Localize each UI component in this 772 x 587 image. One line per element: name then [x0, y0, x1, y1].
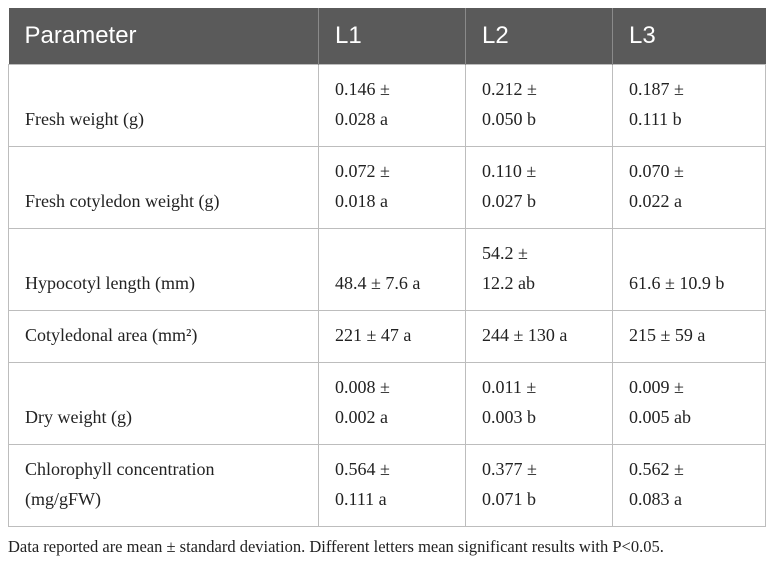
header-row: Parameter L1 L2 L3 — [8, 8, 766, 65]
cell-line: Fresh cotyledon weight (g) — [25, 191, 220, 211]
cell-line: 0.187 ± — [629, 79, 684, 99]
value-cell: 48.4 ± 7.6 a — [318, 228, 466, 311]
row-label: Fresh cotyledon weight (g) — [8, 146, 319, 229]
value-cell: 0.377 ± 0.071 b — [465, 444, 613, 527]
cell-line: (mg/gFW) — [25, 489, 101, 509]
cell-line: 0.022 a — [629, 191, 682, 211]
footnote: Data reported are mean ± standard deviat… — [8, 537, 664, 556]
row-label: Cotyledonal area (mm²) — [8, 310, 319, 363]
value-cell: 244 ± 130 a — [465, 310, 613, 363]
cell-line: 0.083 a — [629, 489, 682, 509]
cell-line: 0.070 ± — [629, 161, 684, 181]
cell-line: 0.002 a — [335, 407, 388, 427]
cell-line: 0.212 ± — [482, 79, 537, 99]
value-cell: 0.008 ± 0.002 a — [318, 362, 466, 445]
value-cell: 61.6 ± 10.9 b — [612, 228, 766, 311]
cell-line: 0.028 a — [335, 109, 388, 129]
value-cell: 0.564 ± 0.111 a — [318, 444, 466, 527]
data-table: Parameter L1 L2 L3 Fresh weight (g) 0.146 ±0… — [8, 8, 766, 527]
value-cell: 0.110 ± 0.027 b — [465, 146, 613, 229]
header-cell: L3 — [612, 8, 766, 65]
table-row: Cotyledonal area (mm²) 221 ± 47 a 244 ± 13… — [8, 310, 766, 363]
cell-line: 0.562 ± — [629, 459, 684, 479]
table-row: Hypocotyl length (mm) 48.4 ± 7.6 a 54.2 ± 1… — [8, 228, 766, 311]
row-label: Hypocotyl length (mm) — [8, 228, 319, 311]
value-cell: 54.2 ± 12.2 ab — [465, 228, 613, 311]
value-cell: 215 ± 59 a — [612, 310, 766, 363]
cell-line: 0.111 a — [335, 489, 387, 509]
value-cell: 0.072 ± 0.018 a — [318, 146, 466, 229]
cell-line: 54.2 ± — [482, 243, 528, 263]
table-row: Dry weight (g) 0.008 ± 0.002 a 0.011 ± 0.003… — [8, 362, 766, 445]
table-body: Fresh weight (g) 0.146 ± 0.028 a 0.212 ± 0.0… — [8, 64, 766, 527]
cell-line: 244 ± 130 a — [482, 325, 568, 345]
value-cell: 0.011 ± 0.003 b — [465, 362, 613, 445]
row-label: Chlorophyll concentration (mg/gFW) — [8, 444, 319, 527]
table-row: Chlorophyll concentration (mg/gFW) 0.564 ±… — [8, 444, 766, 527]
value-cell: 0.146 ± 0.028 a — [318, 64, 466, 147]
cell-line: 0.003 b — [482, 407, 536, 427]
cell-line: 0.009 ± — [629, 377, 684, 397]
cell-line: 0.564 ± — [335, 459, 390, 479]
header-cell: L2 — [465, 8, 613, 65]
row-label: Dry weight (g) — [8, 362, 319, 445]
header-cell: Parameter — [8, 8, 319, 65]
cell-line: 215 ± 59 a — [629, 325, 706, 345]
value-cell: 221 ± 47 a — [318, 310, 466, 363]
cell-line: Chlorophyll concentration — [25, 459, 215, 479]
cell-line: 0.008 ± — [335, 377, 390, 397]
cell-line: 48.4 ± 7.6 a — [335, 273, 421, 293]
value-cell: 0.562 ± 0.083 a — [612, 444, 766, 527]
cell-line: 0.005 ab — [629, 407, 691, 427]
cell-line: 12.2 ab — [482, 273, 535, 293]
table-row: Fresh cotyledon weight (g) 0.072 ± 0.018 a… — [8, 146, 766, 229]
cell-line: 0.072 ± — [335, 161, 390, 181]
cell-line: 0.146 ± — [335, 79, 390, 99]
row-label: Fresh weight (g) — [8, 64, 319, 147]
cell-line: 0.027 b — [482, 191, 536, 211]
cell-line: 0.050 b — [482, 109, 536, 129]
cell-line: 221 ± 47 a — [335, 325, 412, 345]
value-cell: 0.070 ± 0.022 a — [612, 146, 766, 229]
value-cell: 0.187 ± 0.111 b — [612, 64, 766, 147]
cell-line: 0.071 b — [482, 489, 536, 509]
cell-line: 0.018 a — [335, 191, 388, 211]
cell-line: 0.111 b — [629, 109, 682, 129]
cell-line: Hypocotyl length (mm) — [25, 273, 195, 293]
cell-line: 0.011 ± — [482, 377, 537, 397]
cell-line: Fresh weight (g) — [25, 109, 144, 129]
cell-line: 61.6 ± 10.9 b — [629, 273, 725, 293]
value-cell: 0.212 ± 0.050 b — [465, 64, 613, 147]
cell-line: 0.110 ± — [482, 161, 537, 181]
cell-line: 0.377 ± — [482, 459, 537, 479]
value-cell: 0.009 ± 0.005 ab — [612, 362, 766, 445]
table-row: Fresh weight (g) 0.146 ± 0.028 a 0.212 ± 0.0… — [8, 64, 766, 147]
cell-line: Dry weight (g) — [25, 407, 132, 427]
cell-line: Cotyledonal area (mm²) — [25, 325, 198, 345]
header-cell: L1 — [318, 8, 466, 65]
